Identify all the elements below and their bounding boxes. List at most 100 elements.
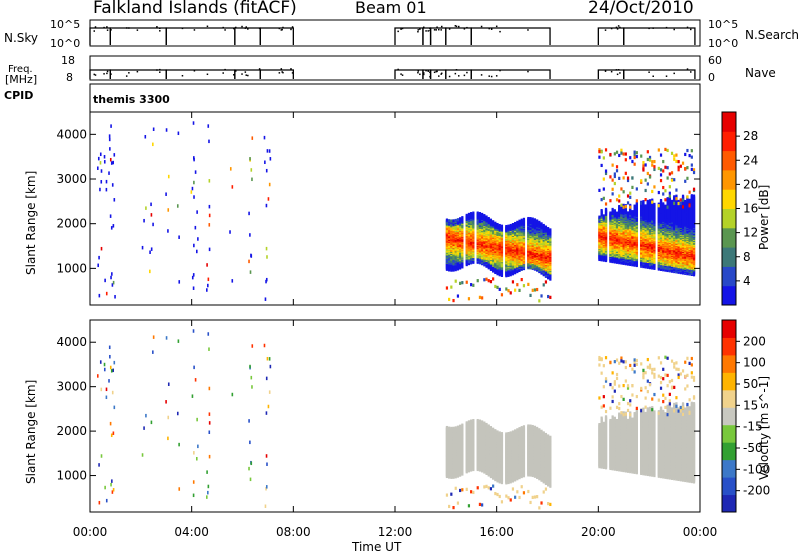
freq-point bbox=[419, 73, 421, 76]
power-cell bbox=[149, 269, 151, 274]
power-cell bbox=[618, 176, 621, 180]
power-cell bbox=[511, 280, 515, 284]
freq-point bbox=[463, 74, 466, 77]
nsky-trace bbox=[109, 27, 167, 45]
nsky-point bbox=[433, 29, 436, 31]
power-cell bbox=[666, 148, 669, 153]
power-cell bbox=[167, 208, 170, 212]
nsky-point bbox=[159, 27, 161, 30]
nsky-trace bbox=[597, 27, 625, 45]
power-cell bbox=[604, 171, 608, 176]
power-cell bbox=[602, 177, 605, 181]
power-cell bbox=[651, 198, 654, 202]
freq-point bbox=[258, 68, 261, 70]
power-cell bbox=[96, 166, 99, 170]
nsky-point bbox=[224, 29, 226, 31]
power-cell bbox=[100, 169, 103, 173]
nsky-point bbox=[93, 30, 96, 32]
power-cell bbox=[668, 191, 671, 195]
power-cell bbox=[615, 165, 619, 169]
power-cell bbox=[448, 297, 451, 302]
power-cell bbox=[249, 233, 251, 237]
freq-point bbox=[233, 74, 235, 76]
power-cell bbox=[664, 147, 667, 152]
nsky-point bbox=[425, 30, 427, 32]
power-cell bbox=[629, 191, 632, 195]
power-cell bbox=[635, 151, 638, 155]
power-cell bbox=[659, 173, 663, 177]
power-cell bbox=[679, 201, 682, 206]
nsky-trace bbox=[234, 27, 261, 45]
power-cell bbox=[487, 216, 490, 221]
power-cell bbox=[518, 219, 521, 223]
power-cell bbox=[264, 297, 267, 301]
power-cell bbox=[472, 283, 475, 287]
power-cell bbox=[231, 279, 234, 283]
power-cell bbox=[108, 171, 110, 175]
nsky-trace bbox=[623, 27, 696, 45]
freq-point bbox=[247, 74, 249, 77]
freq-point bbox=[280, 68, 283, 70]
nsky-point bbox=[278, 27, 281, 30]
freq-point bbox=[433, 71, 436, 74]
power-cell bbox=[113, 153, 116, 157]
nsky-point bbox=[440, 29, 442, 31]
nsky-point bbox=[206, 25, 209, 28]
power-cell bbox=[452, 219, 455, 223]
power-cell bbox=[657, 148, 660, 152]
nsky-point bbox=[610, 27, 613, 30]
freq-point bbox=[617, 69, 620, 71]
freq-point bbox=[417, 71, 419, 74]
power-cell bbox=[268, 149, 271, 153]
power-cell bbox=[662, 185, 665, 190]
power-cell bbox=[110, 124, 112, 128]
power-cell bbox=[445, 218, 449, 222]
power-cell bbox=[109, 157, 112, 162]
freq-point bbox=[466, 71, 468, 74]
freq-point bbox=[397, 68, 399, 71]
power-cell bbox=[141, 245, 144, 250]
power-cell bbox=[620, 203, 623, 207]
power-cell bbox=[192, 286, 195, 290]
power-cell bbox=[646, 182, 649, 186]
power-cell bbox=[193, 243, 195, 248]
power-cell bbox=[677, 199, 680, 204]
power-cell bbox=[604, 202, 608, 206]
nsky-point bbox=[673, 28, 675, 31]
nsky-point bbox=[258, 27, 261, 30]
power-cell bbox=[626, 211, 630, 215]
power-cell bbox=[208, 179, 211, 183]
power-cell bbox=[629, 156, 632, 160]
power-cell bbox=[194, 170, 197, 174]
power-cell bbox=[100, 180, 103, 184]
power-cell bbox=[670, 178, 674, 182]
power-cell bbox=[452, 298, 455, 303]
power-cell bbox=[602, 156, 605, 160]
power-cell bbox=[145, 206, 147, 210]
power-cell bbox=[653, 185, 656, 189]
power-cell bbox=[642, 164, 645, 168]
power-cell bbox=[600, 209, 603, 213]
power-cell bbox=[110, 226, 113, 230]
power-cell bbox=[604, 169, 608, 173]
power-cell bbox=[485, 277, 488, 281]
freq-point bbox=[425, 69, 427, 72]
nsky-point bbox=[282, 26, 284, 29]
power-cell bbox=[648, 155, 652, 160]
power-cell bbox=[492, 277, 495, 281]
power-cell bbox=[653, 167, 656, 172]
power-cell bbox=[105, 291, 108, 296]
power-cell bbox=[635, 154, 638, 159]
nsky-point bbox=[222, 26, 224, 29]
freq-point bbox=[423, 72, 425, 74]
power-cell bbox=[542, 223, 545, 228]
freq-point bbox=[181, 74, 184, 77]
freq-point bbox=[499, 69, 501, 72]
power-cell bbox=[677, 168, 680, 172]
power-cell bbox=[659, 199, 663, 203]
freq-point bbox=[673, 72, 675, 75]
power-cell bbox=[448, 219, 451, 223]
nsky-point bbox=[159, 30, 161, 32]
power-cell bbox=[472, 211, 475, 215]
freq-point bbox=[488, 75, 490, 77]
